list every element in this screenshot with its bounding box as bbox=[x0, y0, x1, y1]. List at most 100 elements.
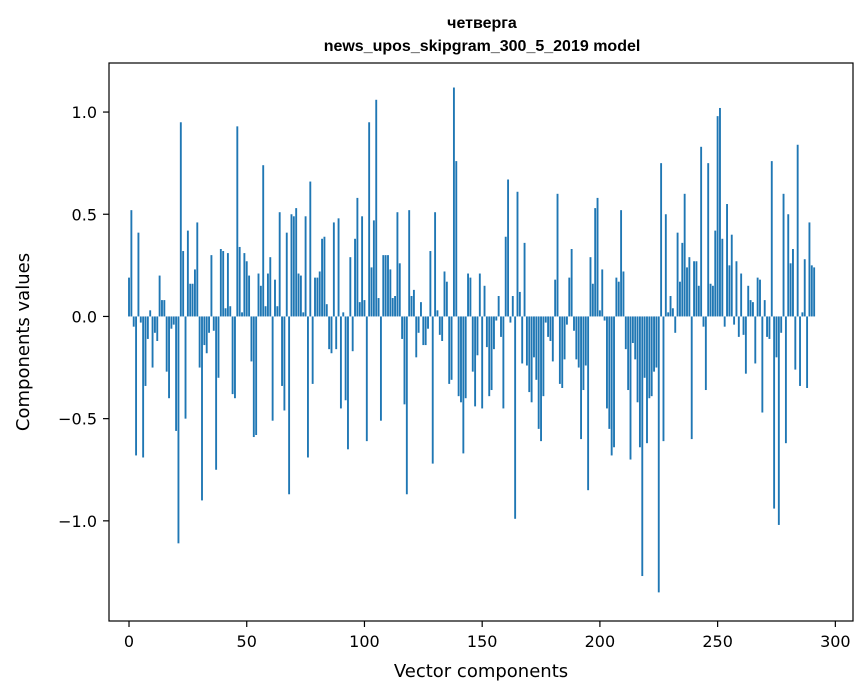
bar bbox=[719, 107, 721, 317]
bar bbox=[297, 273, 300, 317]
bar bbox=[655, 316, 658, 368]
bar bbox=[509, 316, 512, 323]
bar bbox=[391, 298, 394, 317]
bar bbox=[191, 283, 194, 317]
bar bbox=[580, 316, 582, 440]
bar bbox=[321, 238, 324, 317]
bar bbox=[156, 316, 159, 341]
bar bbox=[601, 269, 604, 317]
bar bbox=[690, 316, 693, 440]
bar bbox=[613, 316, 615, 448]
bar bbox=[405, 316, 408, 495]
bar bbox=[751, 302, 754, 317]
bar bbox=[445, 281, 448, 317]
bar bbox=[212, 316, 215, 331]
bar bbox=[161, 300, 163, 317]
bar bbox=[803, 259, 806, 317]
bar bbox=[780, 316, 783, 333]
bar bbox=[782, 193, 785, 317]
bar bbox=[721, 238, 724, 317]
bar bbox=[587, 316, 590, 491]
bar bbox=[643, 316, 646, 378]
bar bbox=[674, 316, 677, 333]
x-axis-label: Vector components bbox=[394, 661, 568, 682]
bar bbox=[547, 316, 550, 337]
bar bbox=[693, 261, 696, 317]
y-tick-label: 1.0 bbox=[72, 103, 97, 122]
bar bbox=[292, 216, 295, 317]
bar bbox=[695, 261, 698, 317]
bar bbox=[266, 273, 269, 317]
bar bbox=[349, 257, 352, 317]
bar bbox=[669, 296, 672, 317]
bar bbox=[252, 316, 255, 438]
bar bbox=[318, 271, 321, 317]
bar bbox=[412, 289, 415, 317]
bar bbox=[493, 316, 495, 350]
bar bbox=[314, 277, 316, 317]
bar bbox=[257, 273, 260, 317]
bar bbox=[511, 296, 514, 317]
bar bbox=[408, 210, 411, 317]
bar bbox=[629, 316, 632, 460]
bar bbox=[681, 242, 684, 317]
bar bbox=[208, 316, 210, 333]
bar bbox=[441, 316, 444, 341]
x-tick-label: 100 bbox=[349, 632, 380, 651]
bar bbox=[615, 277, 618, 317]
y-tick-label: 0.0 bbox=[72, 307, 97, 326]
bar bbox=[709, 283, 712, 317]
bar bbox=[516, 191, 519, 317]
bar bbox=[730, 234, 733, 317]
x-tick-label: 250 bbox=[702, 632, 733, 651]
bar bbox=[653, 316, 655, 372]
bar bbox=[316, 277, 319, 317]
bar bbox=[603, 316, 606, 321]
bar bbox=[624, 316, 627, 350]
bar bbox=[172, 316, 175, 325]
bar bbox=[563, 316, 566, 360]
bar bbox=[175, 316, 178, 431]
bar bbox=[598, 310, 601, 317]
bar bbox=[542, 316, 545, 397]
bar bbox=[754, 316, 757, 364]
bar bbox=[806, 316, 809, 388]
bar bbox=[749, 300, 752, 317]
bar bbox=[241, 312, 243, 317]
bar bbox=[796, 144, 799, 317]
bar bbox=[163, 300, 166, 317]
bar bbox=[728, 265, 731, 317]
bar bbox=[810, 265, 813, 317]
bar bbox=[688, 257, 691, 317]
bar bbox=[570, 249, 573, 317]
bar bbox=[549, 316, 552, 341]
bar bbox=[756, 277, 759, 317]
bar bbox=[471, 316, 474, 372]
bar bbox=[704, 316, 707, 391]
bar bbox=[514, 316, 517, 519]
bar bbox=[759, 279, 761, 317]
bar bbox=[248, 275, 251, 317]
bar bbox=[215, 316, 218, 470]
bar bbox=[497, 296, 500, 317]
bar bbox=[368, 122, 371, 317]
bar bbox=[283, 316, 286, 411]
bar bbox=[763, 300, 766, 317]
bar bbox=[460, 316, 462, 403]
bar bbox=[518, 291, 521, 317]
bar bbox=[561, 316, 564, 388]
bar bbox=[450, 316, 453, 380]
chart-subtitle: news_upos_skipgram_300_5_2019 model bbox=[324, 38, 641, 55]
bar bbox=[276, 306, 279, 317]
bar bbox=[775, 316, 778, 358]
bar bbox=[535, 316, 538, 380]
bar bbox=[278, 212, 281, 317]
bar bbox=[377, 298, 380, 317]
bar bbox=[483, 285, 486, 317]
bar bbox=[554, 279, 557, 317]
bar bbox=[170, 316, 173, 329]
bar bbox=[700, 146, 703, 317]
bar bbox=[507, 179, 510, 317]
bar bbox=[132, 316, 135, 327]
